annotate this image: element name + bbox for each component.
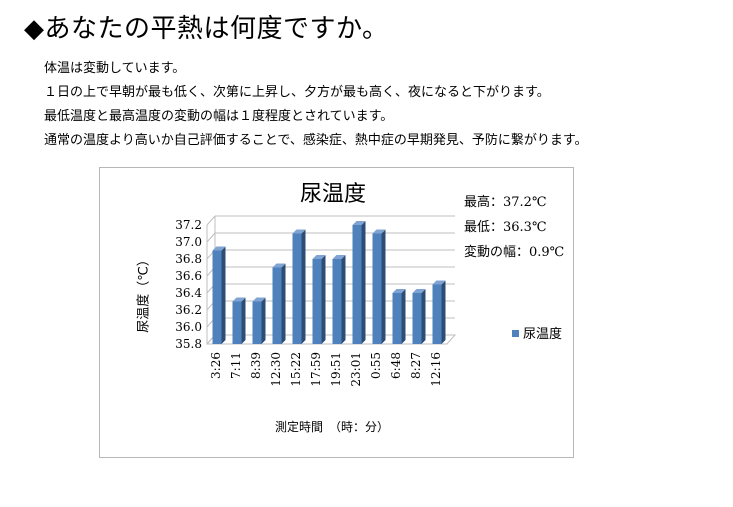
bar-side bbox=[421, 289, 426, 344]
stat-max: 最高：37.2℃ bbox=[464, 195, 547, 210]
x-axis-label: 測定時間 （時：分） bbox=[275, 420, 390, 434]
bar bbox=[212, 250, 222, 344]
bar bbox=[252, 301, 262, 344]
x-tick-label: 19:51 bbox=[329, 352, 343, 387]
intro-text: 体温は変動しています。 １日の上で早朝が最も低く、次第に上昇し、夕方が最も高く、… bbox=[44, 57, 588, 153]
intro-line: 最低温度と最高温度の変動の幅は１度程度とされています。 bbox=[44, 109, 394, 124]
bar-top bbox=[252, 297, 266, 302]
bar-side bbox=[221, 246, 226, 344]
y-tick-label: 36.6 bbox=[175, 269, 202, 283]
bar-side bbox=[261, 297, 266, 344]
bar-top bbox=[272, 263, 286, 268]
y-axis-label: 尿温度（℃） bbox=[136, 253, 152, 333]
bar-top bbox=[312, 255, 326, 259]
bar-top bbox=[212, 246, 226, 251]
y-tick-label: 37.0 bbox=[175, 235, 202, 249]
y-tick-label: 35.8 bbox=[175, 337, 202, 351]
bar bbox=[412, 293, 422, 344]
bar-side bbox=[441, 280, 446, 344]
bar bbox=[232, 301, 242, 344]
x-tick-label: 3:26 bbox=[209, 352, 223, 379]
bar bbox=[332, 259, 342, 344]
bar-side bbox=[281, 263, 286, 344]
x-tick-label: 6:48 bbox=[389, 352, 403, 379]
intro-line: 体温は変動しています。 bbox=[44, 61, 186, 76]
x-tick-label: 0:55 bbox=[369, 352, 383, 379]
plot-floor bbox=[205, 334, 457, 345]
stat-range: 変動の幅：0.9℃ bbox=[464, 245, 565, 260]
gridline-depth bbox=[206, 232, 216, 243]
x-tick-label: 23:01 bbox=[349, 352, 363, 387]
x-tick-label: 12:16 bbox=[429, 352, 443, 387]
x-tick-label: 15:22 bbox=[289, 352, 303, 387]
bar-side bbox=[241, 297, 246, 344]
bar-side bbox=[361, 221, 366, 344]
bar-top bbox=[292, 229, 306, 234]
bar bbox=[312, 259, 322, 344]
bar-top bbox=[372, 229, 386, 234]
page-heading: ◆あなたの平熱は何度ですか。 bbox=[24, 14, 389, 44]
bar-side bbox=[341, 255, 346, 344]
x-tick-label: 12:30 bbox=[269, 352, 283, 387]
bar bbox=[372, 233, 382, 344]
chart-canvas: 35.8 36.0 36.2 36.4 36.6 36.8 37.0 37.2 3:26 7:11… bbox=[175, 215, 457, 387]
bar bbox=[352, 225, 362, 344]
bar bbox=[292, 233, 302, 344]
bar-side bbox=[401, 289, 406, 344]
x-tick-label: 7:11 bbox=[229, 352, 243, 379]
y-tick-label: 37.2 bbox=[175, 218, 202, 232]
bar-top bbox=[392, 289, 406, 293]
x-tick-label: 17:59 bbox=[309, 352, 323, 387]
bar bbox=[272, 267, 282, 344]
intro-line: 通常の温度より高いか自己評価することで、感染症、熱中症の早期発見、予防に繋がりま… bbox=[44, 133, 588, 148]
intro-line: １日の上で早朝が最も低く、次第に上昇し、夕方が最も高く、夜になると下がります。 bbox=[44, 85, 550, 100]
bar-top bbox=[332, 255, 346, 259]
y-tick-label: 36.0 bbox=[175, 320, 202, 334]
stat-min: 最低：36.3℃ bbox=[464, 220, 547, 235]
bar-top bbox=[412, 289, 426, 293]
y-tick-label: 36.8 bbox=[175, 252, 202, 266]
gridline-depth bbox=[206, 215, 216, 226]
legend-swatch bbox=[512, 330, 519, 337]
bar-side bbox=[321, 255, 326, 344]
bar-side bbox=[301, 229, 306, 344]
bar bbox=[432, 284, 442, 344]
y-tick-label: 36.2 bbox=[175, 303, 202, 317]
y-tick-label: 36.4 bbox=[175, 286, 202, 300]
chart-legend: 尿温度 bbox=[512, 323, 562, 342]
legend-label: 尿温度 bbox=[523, 327, 563, 342]
bar-side bbox=[381, 229, 386, 344]
bar bbox=[392, 293, 402, 344]
bar-top bbox=[352, 221, 366, 225]
x-tick-label: 8:39 bbox=[249, 352, 263, 379]
bar-top bbox=[432, 280, 446, 285]
bar-top bbox=[232, 297, 246, 302]
x-tick-label: 8:27 bbox=[409, 352, 423, 379]
chart-title: 尿温度 bbox=[300, 182, 367, 207]
chart-frame: 35.8 36.0 36.2 36.4 36.6 36.8 37.0 37.2 3:26 7:11… bbox=[99, 167, 574, 458]
